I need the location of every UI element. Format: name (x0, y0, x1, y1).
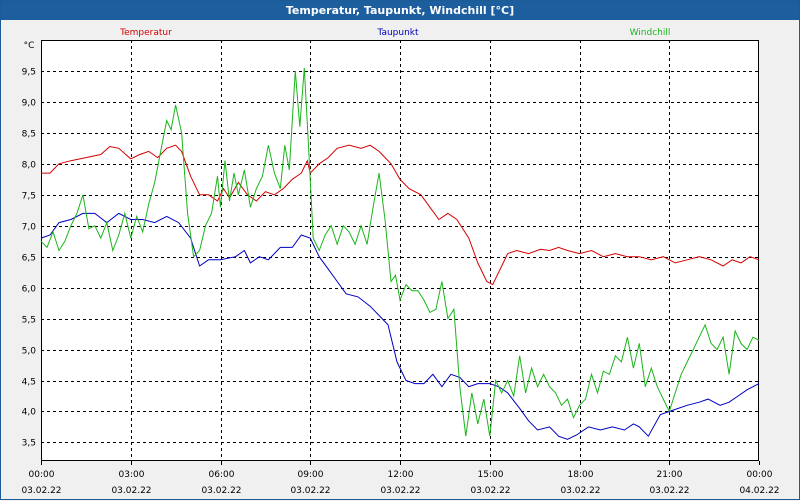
series-line-taupunkt (40, 212, 760, 440)
y-axis-label: °C (24, 41, 35, 51)
series-line-windchill (40, 67, 760, 437)
y-tick-label: 5,5 (22, 316, 36, 326)
series-line-temperatur (41, 144, 760, 286)
x-tick-time: 03:00 (119, 470, 145, 480)
y-tick-label: 4,5 (22, 378, 36, 388)
chart-title: Temperatur, Taupunkt, Windchill [°C] (1, 1, 799, 20)
x-tick-time: 00:00 (747, 470, 773, 480)
x-tick-date: 03.02.22 (201, 486, 241, 496)
y-tick-label: 9,5 (22, 68, 36, 78)
x-tick-date: 03.02.22 (649, 486, 689, 496)
y-tick-label: 6,5 (22, 254, 36, 264)
x-axis: 00:00 03.02.22 03:00 03.02.22 06:00 03.02.22 0… (21, 461, 780, 496)
legend: Temperatur Taupunkt Windchill (119, 28, 670, 38)
x-tick-time: 18:00 (568, 470, 594, 480)
x-tick-date: 03.02.22 (111, 486, 151, 496)
x-tick-date: 03.02.22 (470, 486, 510, 496)
x-tick-date: 03.02.22 (380, 486, 420, 496)
legend-windchill: Windchill (630, 28, 671, 38)
legend-taupunkt: Taupunkt (376, 28, 419, 38)
y-tick-label: 9,0 (22, 99, 37, 109)
series-layer (40, 67, 760, 440)
x-tick-time: 15:00 (478, 470, 504, 480)
y-tick-label: 7,0 (22, 223, 37, 233)
x-tick-date: 03.02.22 (290, 486, 330, 496)
x-tick-time: 12:00 (388, 470, 414, 480)
grid-lines (41, 40, 759, 461)
y-tick-label: 6,0 (22, 285, 37, 295)
x-tick-time: 21:00 (657, 470, 683, 480)
y-tick-label: 7,5 (22, 192, 36, 202)
y-tick-label: 8,0 (22, 161, 37, 171)
y-tick-label: 5,0 (22, 347, 37, 357)
y-tick-label: 3,5 (22, 439, 36, 449)
y-tick-label: 8,5 (22, 130, 36, 140)
x-tick-time: 06:00 (209, 470, 235, 480)
x-tick-date: 03.02.22 (21, 486, 61, 496)
x-tick-time: 09:00 (298, 470, 324, 480)
x-tick-date: 04.02.22 (739, 486, 779, 496)
legend-temperatur: Temperatur (119, 28, 172, 38)
x-tick-time: 00:00 (29, 470, 55, 480)
y-axis: 3,5 4,0 4,5 5,0 5,5 6,0 6,5 7,0 7,5 8,0 8,5 9,0 9,5 °… (22, 41, 37, 449)
y-tick-label: 4,0 (22, 408, 37, 418)
x-tick-date: 03.02.22 (560, 486, 600, 496)
